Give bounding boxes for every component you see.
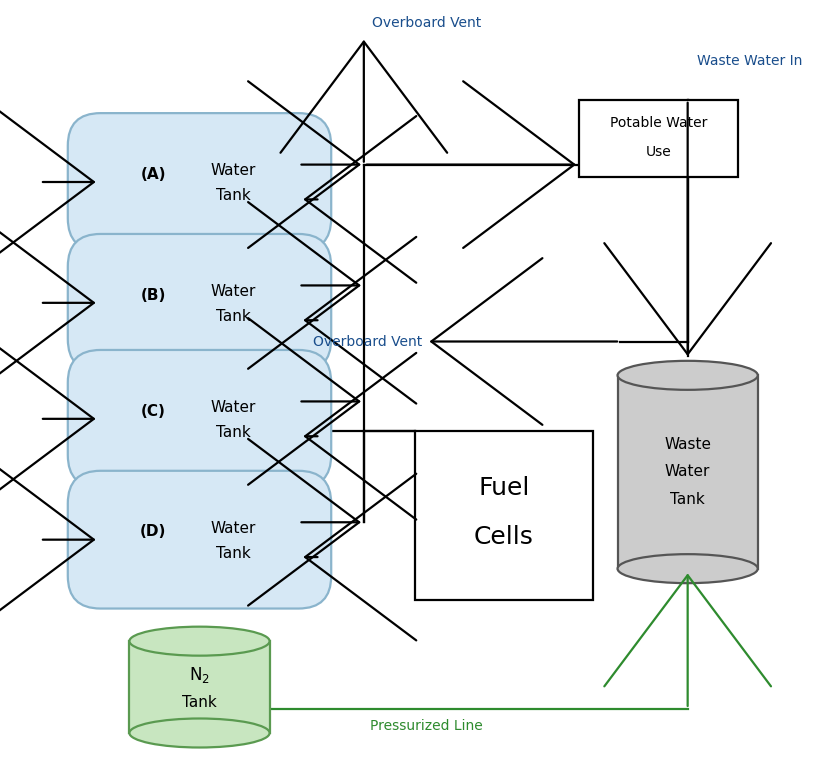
Ellipse shape — [129, 718, 270, 748]
FancyBboxPatch shape — [68, 113, 331, 251]
FancyBboxPatch shape — [68, 470, 331, 608]
Ellipse shape — [618, 361, 758, 390]
FancyBboxPatch shape — [68, 350, 331, 487]
Polygon shape — [618, 375, 758, 569]
Text: Water: Water — [211, 163, 256, 178]
Text: Tank: Tank — [216, 309, 251, 324]
Text: Waste Water In: Waste Water In — [697, 54, 803, 69]
Text: (C): (C) — [141, 403, 165, 419]
Text: Use: Use — [646, 145, 672, 159]
Text: Tank: Tank — [671, 491, 705, 507]
Text: (B): (B) — [141, 288, 165, 303]
Text: Water: Water — [665, 464, 710, 480]
Text: Tank: Tank — [216, 425, 251, 440]
FancyBboxPatch shape — [68, 234, 331, 372]
Text: (A): (A) — [141, 167, 166, 182]
Text: Water: Water — [211, 521, 256, 536]
Text: Water: Water — [211, 400, 256, 415]
Text: Fuel: Fuel — [478, 477, 529, 500]
Text: Water: Water — [211, 283, 256, 299]
Text: Potable Water: Potable Water — [610, 116, 707, 130]
Text: Tank: Tank — [216, 188, 251, 203]
Ellipse shape — [129, 627, 270, 656]
Text: Cells: Cells — [474, 525, 534, 549]
Text: Overboard Vent: Overboard Vent — [313, 334, 422, 349]
Text: Tank: Tank — [216, 546, 251, 561]
Text: Tank: Tank — [182, 695, 217, 710]
Text: Pressurized Line: Pressurized Line — [370, 719, 483, 733]
Ellipse shape — [618, 554, 758, 583]
Text: Overboard Vent: Overboard Vent — [371, 15, 480, 29]
Text: Waste: Waste — [664, 437, 711, 453]
Text: (D): (D) — [140, 524, 166, 540]
Bar — [414, 431, 594, 600]
Text: $\mathregular{N_2}$: $\mathregular{N_2}$ — [189, 665, 210, 685]
Polygon shape — [129, 641, 270, 733]
Bar — [579, 100, 739, 177]
